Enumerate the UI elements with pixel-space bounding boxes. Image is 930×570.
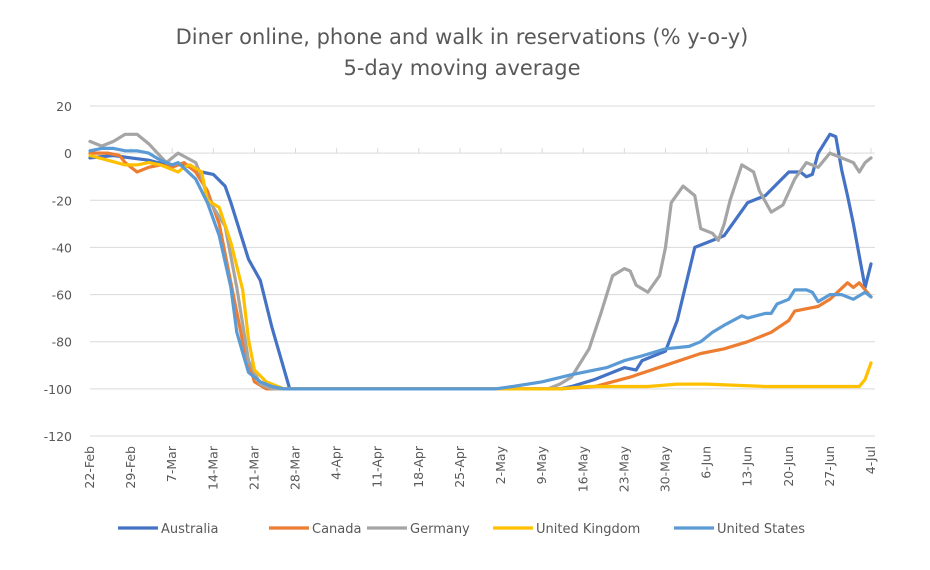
x-tick-label: 4-Apr	[329, 445, 344, 480]
y-tick-label: -120	[44, 429, 72, 444]
x-tick-label: 25-Apr	[452, 445, 467, 488]
x-tick-label: 14-Mar	[205, 445, 220, 490]
series-lines	[88, 132, 873, 391]
y-tick-label: -40	[52, 240, 72, 255]
x-tick-label: 11-Apr	[370, 445, 385, 488]
y-tick-label: 0	[64, 146, 72, 161]
y-tick-label: -20	[52, 193, 72, 208]
x-tick-label: 4-Jul	[863, 446, 878, 474]
legend-item: Canada	[269, 522, 361, 537]
legend-label: United Kingdom	[536, 522, 640, 537]
legend: Australia Canada Germany United Kingdom Unit…	[118, 522, 805, 537]
y-tick-label: -100	[44, 382, 72, 397]
x-tick-label: 22-Feb	[82, 446, 97, 489]
legend-item: Germany	[367, 522, 470, 537]
y-tick-label: -60	[52, 288, 72, 303]
legend-label: Canada	[312, 522, 361, 537]
legend-item: Australia	[118, 522, 219, 537]
x-axis: 22-Feb 29-Feb 7-Mar 14-Mar 21-Mar 28-Mar 4-Apr…	[82, 148, 878, 492]
x-tick-label: 21-Mar	[246, 445, 261, 490]
x-tick-label: 23-May	[616, 445, 631, 492]
x-tick-label: 18-Apr	[411, 445, 426, 488]
series-line-united-states	[88, 146, 873, 391]
chart-title: Diner online, phone and walk in reservat…	[176, 25, 749, 49]
y-axis: 20 0 -20 -40 -60 -80 -100 -120	[44, 99, 72, 444]
y-tick-label: -80	[52, 335, 72, 350]
x-tick-label: 20-Jun	[781, 446, 796, 487]
chart-subtitle: 5-day moving average	[343, 56, 580, 80]
x-tick-label: 30-May	[657, 445, 672, 492]
y-tick-label: 20	[56, 99, 72, 114]
series-line-germany	[88, 132, 873, 391]
x-tick-label: 16-May	[575, 445, 590, 492]
x-tick-label: 28-Mar	[288, 445, 303, 490]
x-tick-label: 9-May	[534, 445, 549, 484]
x-tick-label: 29-Feb	[123, 446, 138, 489]
series-line-canada	[88, 151, 873, 391]
x-tick-label: 13-Jun	[740, 446, 755, 487]
x-tick-label: 7-Mar	[164, 445, 179, 482]
x-tick-label: 2-May	[493, 445, 508, 484]
legend-label: Germany	[410, 522, 470, 537]
legend-label: United States	[717, 522, 805, 537]
legend-item: United Kingdom	[493, 522, 640, 537]
legend-label: Australia	[161, 522, 219, 537]
series-line-australia	[88, 132, 873, 391]
x-tick-label: 6-Jun	[699, 446, 714, 479]
x-tick-label: 27-Jun	[822, 446, 837, 487]
legend-item: United States	[674, 522, 805, 537]
series-line-united-kingdom	[88, 153, 873, 391]
